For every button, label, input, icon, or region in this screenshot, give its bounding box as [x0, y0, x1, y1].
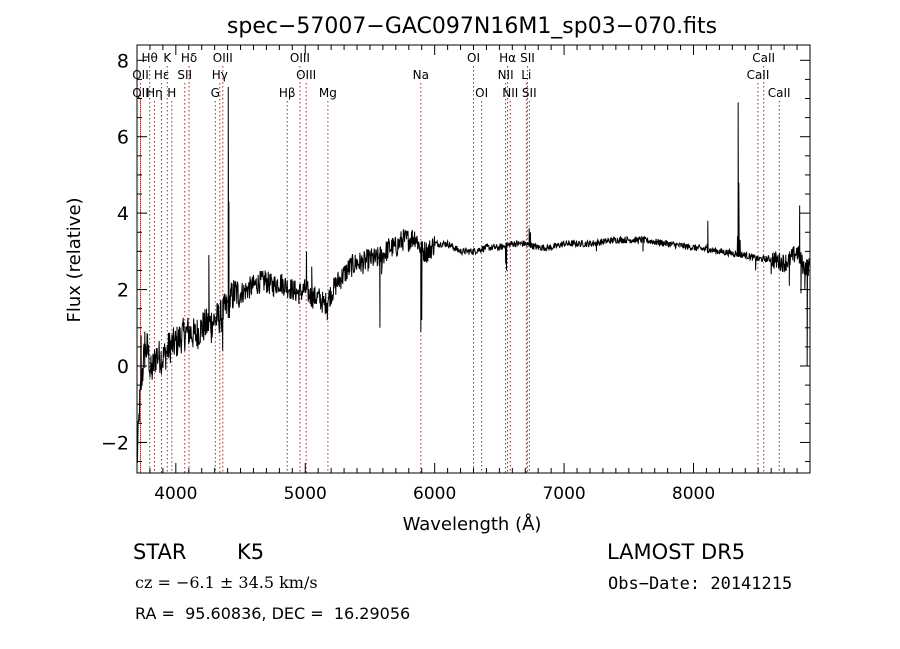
- spectral-line-label: Li: [521, 68, 531, 82]
- x-tick-label: 4000: [154, 484, 197, 504]
- spectral-line-markers: [139, 66, 780, 473]
- spectral-line-label: Hδ: [181, 51, 197, 65]
- spectral-line-label: SII: [177, 68, 192, 82]
- spectral-line-label: Mg: [319, 86, 337, 100]
- spectral-line-label: NII: [502, 86, 518, 100]
- spectral-line-label: Hη: [146, 86, 163, 100]
- observation-date: Obs−Date: 20141215: [608, 574, 793, 594]
- spectral-line-label: SII: [522, 86, 537, 100]
- spectral-line-label: OII: [132, 68, 149, 82]
- spectral-line-label: Hγ: [212, 68, 228, 82]
- chart-title: spec−57007−GAC097N16M1_sp03−070.fits: [227, 14, 717, 39]
- y-tick-label: 8: [117, 50, 129, 72]
- spectral-line-label: Hθ: [141, 51, 157, 65]
- ra-dec-coordinates: RA = 95.60836, DEC = 16.29056: [135, 604, 411, 623]
- x-tick-label: 6000: [413, 484, 456, 504]
- spectral-line-label: SII: [520, 51, 535, 65]
- y-tick-label: 2: [117, 280, 129, 302]
- x-tick-label: 7000: [542, 484, 585, 504]
- spectral-line-label: CaII: [747, 68, 770, 82]
- y-tick-label: 6: [117, 127, 129, 149]
- y-axis-label: Flux (relative): [64, 197, 85, 322]
- spectral-line-label: OI: [475, 86, 488, 100]
- object-class: STAR: [133, 540, 187, 564]
- spectral-line-label: H: [167, 86, 176, 100]
- survey-name: LAMOST DR5: [607, 540, 746, 564]
- y-tick-label: 0: [117, 356, 129, 378]
- x-tick-label: 8000: [672, 484, 715, 504]
- x-axis-label: Wavelength (Å): [403, 513, 542, 535]
- y-tick-label: 4: [117, 203, 129, 225]
- spectral-line-label: OIII: [213, 51, 233, 65]
- spectrum-line: [136, 87, 811, 463]
- spectral-line-label: Na: [413, 68, 429, 82]
- spectral-line-label: CaII: [752, 51, 775, 65]
- spectral-line-label: OI: [467, 51, 480, 65]
- spectral-line-label: K: [163, 51, 172, 65]
- spectral-line-label: G: [211, 86, 220, 100]
- spectral-line-label: OIII: [296, 68, 316, 82]
- spectral-line-label: Hβ: [279, 86, 296, 100]
- spectral-line-label: Hε: [154, 68, 170, 82]
- spectrum-trace: [136, 87, 811, 463]
- x-axis-ticks: 4000 5000 6000 7000 8000: [136, 45, 811, 504]
- x-tick-label: 5000: [284, 484, 327, 504]
- object-subclass: K5: [237, 540, 265, 564]
- spectral-line-label: NII: [498, 68, 514, 82]
- spectral-line-label: CaII: [768, 86, 791, 100]
- spectral-line-label: QII: [132, 86, 149, 100]
- y-tick-label: −2: [101, 432, 129, 454]
- spectral-line-label: OIII: [290, 51, 310, 65]
- y-axis-ticks: −2 0 2 4 6 8: [101, 50, 810, 463]
- redshift-cz: cz = −6.1 ± 34.5 km/s: [135, 573, 318, 592]
- spectral-line-label: Hα: [499, 51, 516, 65]
